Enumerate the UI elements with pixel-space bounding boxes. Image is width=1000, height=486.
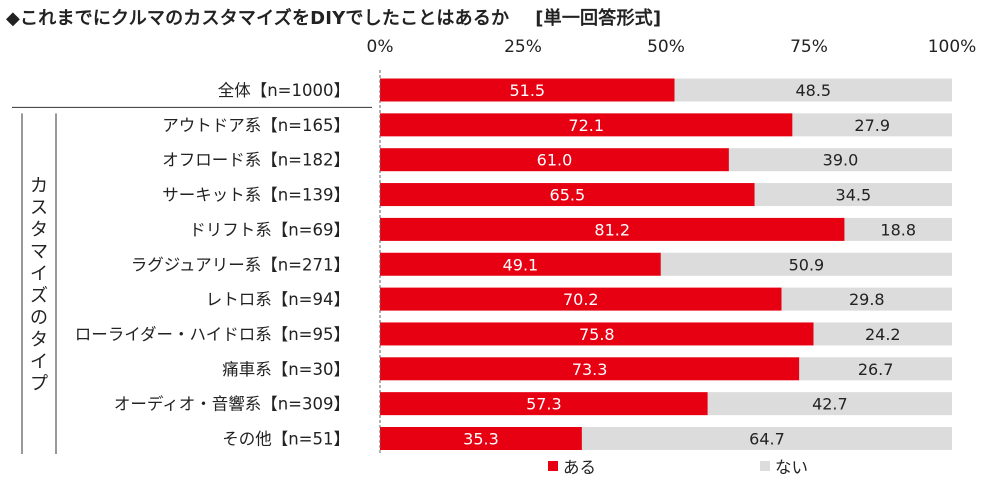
- bar-value-label: 42.7: [812, 395, 848, 414]
- chart-title: ◆これまでにクルマのカスタマイズをDIYでしたことはあるか [単一回答形式]: [6, 4, 661, 30]
- bar-value-label: 48.5: [795, 81, 831, 100]
- legend-swatch: [548, 461, 558, 471]
- bar-yes: [380, 217, 845, 241]
- bar-no: [792, 113, 952, 137]
- legend-label: ある: [563, 458, 596, 477]
- chart-title-text: ◆これまでにクルマのカスタマイズをDIYでしたことはあるか: [6, 8, 510, 29]
- bar-value-label: 50.9: [789, 255, 825, 274]
- bar-value-label: 73.3: [572, 360, 608, 379]
- bar-value-label: 51.5: [509, 81, 545, 100]
- bar-no: [813, 322, 952, 346]
- category-label: 痛車系【n=30】: [222, 360, 350, 379]
- question-format: [単一回答形式]: [535, 8, 662, 29]
- legend-label: ない: [775, 458, 808, 477]
- bar-value-label: 24.2: [865, 325, 901, 344]
- bar-value-label: 64.7: [749, 430, 785, 449]
- category-label: レトロ系【n=94】: [206, 290, 350, 309]
- bar-value-label: 26.7: [858, 360, 894, 379]
- legend-swatch: [760, 461, 770, 471]
- bar-value-label: 75.8: [579, 325, 615, 344]
- bar-no: [581, 427, 952, 450]
- bar-yes: [380, 287, 782, 311]
- bar-value-label: 18.8: [880, 220, 916, 239]
- bar-no: [707, 392, 952, 416]
- bar-no: [674, 78, 952, 102]
- bar-no: [754, 183, 952, 207]
- bar-value-label: 39.0: [823, 151, 859, 170]
- bar-yes: [380, 183, 755, 207]
- category-labels: 全体【n=1000】アウトドア系【n=165】オフロード系【n=182】サーキッ…: [75, 81, 350, 449]
- bar-yes: [380, 427, 582, 450]
- bar-value-label: 57.3: [526, 395, 562, 414]
- category-label: ラグジュアリー系【n=271】: [131, 255, 350, 274]
- bar-no: [660, 252, 952, 276]
- bar-value-label: 34.5: [836, 186, 872, 205]
- x-tick-label: 25%: [504, 37, 542, 57]
- bar-value-label: 65.5: [550, 186, 586, 205]
- bar-value-label: 35.3: [463, 430, 499, 449]
- category-label: オーディオ・音響系【n=309】: [114, 394, 350, 414]
- x-tick-label: 0%: [367, 37, 394, 57]
- bar-no: [728, 148, 952, 172]
- x-tick-label: 75%: [790, 37, 828, 57]
- category-label: その他【n=51】: [222, 430, 350, 449]
- bar-yes: [380, 322, 814, 346]
- category-label: サーキット系【n=139】: [162, 186, 350, 205]
- bar-yes: [380, 148, 729, 172]
- category-label: ドリフト系【n=69】: [189, 220, 350, 239]
- bar-yes: [380, 392, 708, 416]
- bar-value-label: 81.2: [594, 220, 630, 239]
- bar-value-label: 27.9: [854, 116, 890, 135]
- bar-no: [781, 287, 952, 311]
- bar-yes: [380, 113, 793, 137]
- category-label: 全体【n=1000】: [218, 81, 350, 100]
- x-tick-label: 50%: [647, 37, 685, 57]
- category-label: ローライダー・ハイドロ系【n=95】: [75, 325, 350, 344]
- x-tick-label: 100%: [928, 37, 977, 57]
- bars: 51.5 48.5 72.1 27.9 61.0 39.0 65.5 34.5 81.2 18.8…: [379, 70, 952, 455]
- bar-value-label: 29.8: [849, 290, 885, 309]
- bar-yes: [380, 252, 661, 276]
- bar-no: [844, 217, 952, 241]
- bar-value-label: 49.1: [503, 255, 539, 274]
- group-label: カスタマイズのタイプ: [30, 176, 48, 395]
- category-label: アウトドア系【n=165】: [162, 116, 350, 135]
- group-bracket: カスタマイズのタイプ: [12, 106, 372, 454]
- legend: ある ない: [548, 458, 808, 477]
- bar-value-label: 72.1: [568, 116, 604, 135]
- x-axis-ticks: 0% 25% 50% 75% 100%: [367, 37, 977, 57]
- bar-no: [799, 357, 952, 381]
- bar-yes: [380, 357, 800, 381]
- category-label: オフロード系【n=182】: [162, 151, 350, 170]
- bar-value-label: 61.0: [537, 151, 573, 170]
- bar-yes: [380, 78, 675, 102]
- bar-value-label: 70.2: [563, 290, 599, 309]
